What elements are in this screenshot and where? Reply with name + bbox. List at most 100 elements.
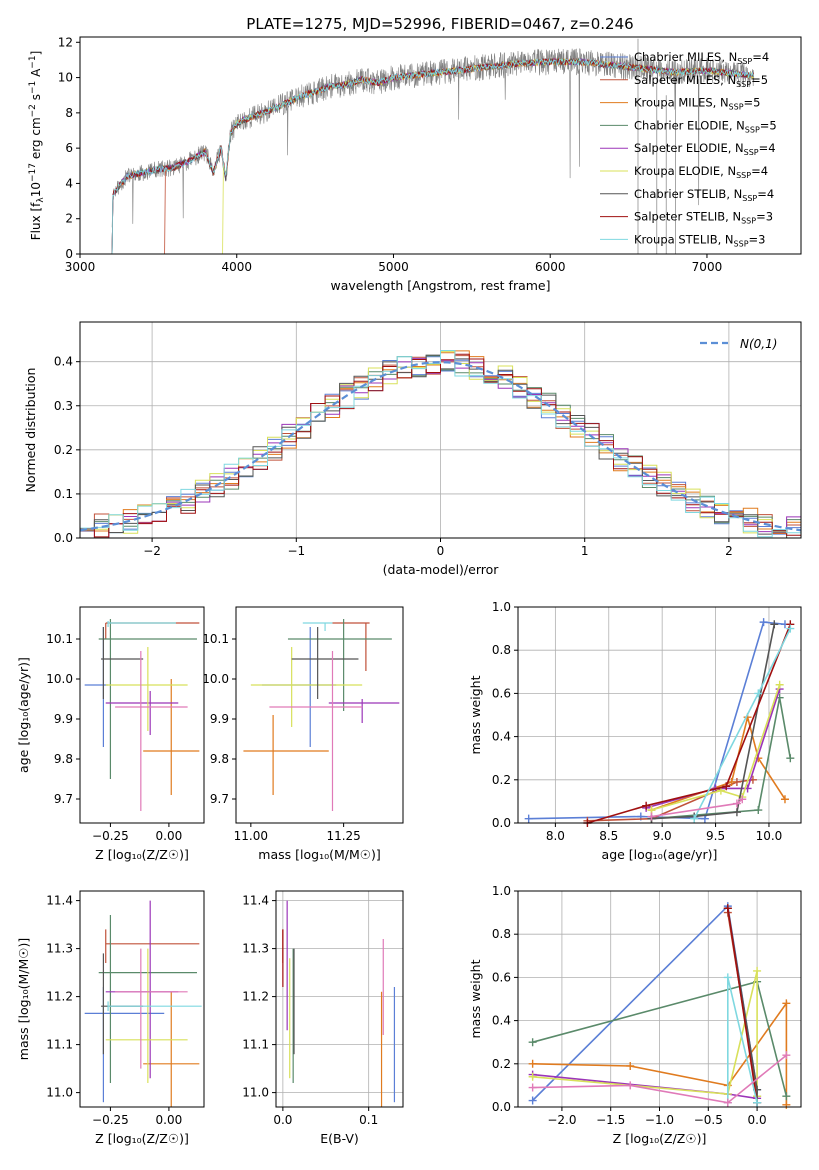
- y-tick-label: 9.7: [210, 792, 229, 806]
- y-axis-label: age [log₁₀(age/yr)]: [16, 657, 31, 773]
- y-tick-label: 9.7: [54, 792, 73, 806]
- x-tick-label: −0.25: [92, 1113, 129, 1127]
- series-line-salpeter-stelib: [587, 624, 792, 824]
- series-line-pink: [532, 1054, 787, 1104]
- series-point-marker: [780, 795, 789, 804]
- series-point-marker: [723, 973, 732, 982]
- x-tick-label: 5000: [378, 260, 409, 274]
- y-tick-label: 11.3: [242, 942, 269, 956]
- x-tick-label: 0.00: [156, 829, 183, 843]
- plot-frame: [517, 606, 802, 824]
- x-tick-label: 6000: [535, 260, 566, 274]
- series-point-marker: [528, 1083, 537, 1092]
- mass-vs-extinction-chart: 0.0 0.1 11.0 11.1 11.2 11.3 11.4 E(B-V): [242, 890, 404, 1146]
- series-point-marker: [626, 1081, 635, 1090]
- x-tick-label: 8.5: [599, 829, 618, 843]
- x-tick-label: 8.0: [546, 829, 565, 843]
- x-tick-label: 10.0: [756, 829, 783, 843]
- y-tick-label: 0.4: [492, 1014, 511, 1028]
- series-point-marker: [782, 1051, 791, 1060]
- series-point-marker: [759, 618, 768, 627]
- y-tick-label: 11.4: [242, 894, 269, 908]
- series-point-marker: [528, 1072, 537, 1081]
- residual-histogram-chart: −2 −1 0 1 2 0.0 0.1 0.2 0.3 0.4 (data-model)/error…: [23, 321, 802, 577]
- x-axis-label: mass [log₁₀(M/M☉)]: [258, 847, 380, 862]
- x-tick-label: 7000: [692, 260, 723, 274]
- series-point-marker: [754, 689, 763, 698]
- series-line-chabrier-stelib: [651, 624, 776, 820]
- spectrum-chart: 3000 4000 5000 6000 7000 0 2 4 6 8 10 12 wavelength …: [28, 35, 802, 293]
- x-tick-label: 9.0: [653, 829, 672, 843]
- y-tick-label: 11.3: [46, 942, 73, 956]
- y-tick-label: 10.0: [46, 672, 73, 686]
- y-tick-label: 0.1: [54, 487, 73, 501]
- y-tick-label: 11.0: [46, 1086, 73, 1100]
- y-tick-label: 10.0: [202, 672, 229, 686]
- y-tick-label: 0.4: [54, 355, 73, 369]
- y-tick-label: 0.6: [492, 686, 511, 700]
- x-tick-label: 1: [581, 544, 589, 558]
- series-point-marker: [642, 801, 651, 810]
- series-point-marker: [722, 782, 731, 791]
- series-point-marker: [528, 1096, 537, 1105]
- y-tick-label: 11.2: [46, 990, 73, 1004]
- model-spectrum-kroupa-elodie: [222, 58, 754, 255]
- y-axis-label: mass weight: [468, 959, 483, 1038]
- y-tick-label: 10.1: [46, 632, 73, 646]
- massweight-vs-metallicity-chart: −2.0 −1.5 −1.0 −0.5 0.0 0.0 0.2 0.4 0.6 0.8 1.0 Z […: [468, 884, 802, 1146]
- y-tick-label: 0.3: [54, 399, 73, 413]
- series-point-marker: [775, 680, 784, 689]
- legend-label: Kroupa MILES, NSSP=5: [634, 96, 760, 112]
- series-point-marker: [732, 799, 741, 808]
- y-tick-label: 9.8: [210, 752, 229, 766]
- model-spectrum-salpeter-stelib: [111, 58, 754, 255]
- y-tick-label: 1.0: [492, 884, 511, 898]
- series-point-marker: [528, 1059, 537, 1068]
- series-point-marker: [723, 1098, 732, 1107]
- series-line-salpeter-stelib: [727, 908, 758, 1103]
- y-tick-label: 9.9: [210, 712, 229, 726]
- plot-frame: [275, 890, 404, 1108]
- x-tick-label: 3000: [65, 260, 96, 274]
- x-tick-label: 0.00: [156, 1113, 183, 1127]
- x-tick-label: −1.0: [645, 1113, 674, 1127]
- legend-label: Kroupa ELODIE, NSSP=4: [634, 164, 768, 180]
- x-tick-label: −2.0: [547, 1113, 576, 1127]
- x-tick-label: −1.5: [596, 1113, 625, 1127]
- y-tick-label: 10: [58, 71, 73, 85]
- y-tick-label: 11.1: [46, 1038, 73, 1052]
- series-point-marker: [690, 814, 699, 823]
- x-tick-label: −1: [287, 544, 305, 558]
- plot-frame: [79, 606, 205, 824]
- y-tick-label: 12: [58, 35, 73, 49]
- series-point-marker: [753, 966, 762, 975]
- age-vs-mass-chart: 11.00 11.25 9.7 9.8 9.9 10.0 10.1 mass [log₁₀(M…: [202, 606, 404, 862]
- y-tick-label: 9.9: [54, 712, 73, 726]
- x-tick-label: 11.00: [234, 829, 268, 843]
- x-axis-label: Z [log₁₀(Z/Z☉)]: [613, 1131, 707, 1146]
- y-tick-label: 6: [65, 141, 73, 155]
- x-tick-label: −2: [143, 544, 161, 558]
- plot-frame: [235, 606, 404, 824]
- x-axis-label: wavelength [Angstrom, rest frame]: [330, 278, 550, 293]
- y-tick-label: 8: [65, 106, 73, 120]
- series-point-marker: [732, 808, 741, 817]
- x-axis-label: E(B-V): [320, 1131, 359, 1146]
- series-point-marker: [528, 1038, 537, 1047]
- series-point-marker: [647, 812, 656, 821]
- y-axis-label: Normed distribution: [23, 368, 38, 493]
- histogram-kroupa-stelib: [79, 350, 802, 538]
- legend-label: Salpeter STELIB, NSSP=3: [634, 210, 773, 226]
- y-tick-label: 0.2: [54, 443, 73, 457]
- series-point-marker: [782, 999, 791, 1008]
- y-axis-label: mass [log₁₀(M/M☉)]: [16, 938, 31, 1060]
- y-axis-label: Flux [fλ10−17 erg cm−2 s−1 A−1]: [28, 51, 46, 241]
- series-point-marker: [753, 1098, 762, 1107]
- series-point-marker: [727, 777, 736, 786]
- series-point-marker: [782, 1092, 791, 1101]
- y-tick-label: 0.6: [492, 970, 511, 984]
- x-axis-label: Z [log₁₀(Z/Z☉)]: [95, 847, 189, 862]
- y-tick-label: 0.0: [492, 1100, 511, 1114]
- series-point-marker: [723, 904, 732, 913]
